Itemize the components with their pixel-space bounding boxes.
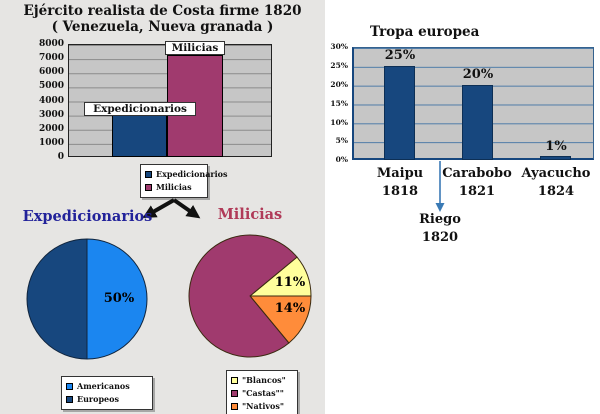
split-arrows-icon [142, 198, 201, 219]
legend-label-castas: "Castas"" [242, 388, 284, 398]
legend-label-americanos: Americanos [77, 381, 130, 391]
legend-label-blancos: "Blancos" [242, 375, 286, 385]
cat-carabobo-name: Carabobo [442, 166, 512, 181]
legend-swatch-navy-icon [145, 171, 152, 178]
cat-maipu-name: Maipu [376, 166, 424, 181]
pie-slice-americanos [86, 238, 148, 360]
pie-slice-castas [188, 234, 298, 358]
legend-item-americanos: Americanos [66, 380, 148, 393]
tropa-chart-title: Tropa europea [370, 24, 480, 40]
legend-item-blancos: "Blancos" [231, 374, 293, 387]
left-chart-ytick-4000: 4000 [38, 96, 64, 106]
pie-milicias-legend: "Blancos" "Castas"" "Nativos" [226, 370, 298, 414]
legend-swatch-magenta-icon [145, 184, 152, 191]
left-chart-title-line1: Ejército realista de Costa firme 1820 [23, 3, 302, 19]
legend-item-europeos: Europeos [66, 393, 148, 406]
bar-value-ayacucho: 1% [545, 139, 567, 154]
left-chart-ytick-3000: 3000 [38, 110, 64, 120]
pie-milicias-14pct-label: 14% [274, 301, 306, 316]
legend-label-expedicionarios: Expedicionarios [156, 169, 228, 179]
pie-milicias-title: Milicias [217, 206, 283, 223]
tropa-ytick-5: 5% [335, 136, 348, 145]
annotation-riego-year: 1820 [421, 230, 459, 245]
left-chart-title-line2: ( Venezuela, Nueva granada ) [51, 19, 274, 35]
tropa-ytick-20: 20% [330, 80, 348, 89]
legend-swatch-darkblue-icon [66, 396, 73, 403]
annotation-riego: Riego [419, 212, 461, 227]
cat-ayacucho-name: Ayacucho [521, 166, 591, 181]
legend-item-milicias: Milicias [145, 181, 203, 194]
left-chart-ytick-6000: 6000 [38, 67, 64, 77]
tropa-ytick-15: 15% [330, 99, 348, 108]
cat-ayacucho-year: 1824 [537, 184, 575, 199]
bar-ayacucho [540, 156, 571, 160]
legend-label-nativos: "Nativos" [242, 401, 285, 411]
legend-swatch-brightblue-icon [66, 383, 73, 390]
pie-milicias-11pct-label: 11% [274, 275, 306, 290]
pie-slice-nativos [248, 295, 312, 344]
pie-expedicionarios-legend: Americanos Europeos [61, 376, 153, 410]
legend-swatch-orange-icon [231, 403, 238, 410]
legend-label-milicias: Milicias [156, 182, 192, 192]
riego-arrow-icon [435, 161, 445, 212]
legend-item-expedicionarios: Expedicionarios [145, 168, 228, 181]
pie-expedicionarios-chart [26, 238, 148, 360]
legend-swatch-maroon-icon [231, 390, 238, 397]
bar-carabobo [462, 85, 493, 160]
left-chart-ytick-1000: 1000 [38, 138, 64, 148]
left-chart-ytick-8000: 8000 [38, 39, 64, 49]
left-chart-ytick-5000: 5000 [38, 81, 64, 91]
tropa-ytick-25: 25% [330, 61, 348, 70]
legend-item-castas: "Castas"" [231, 387, 293, 400]
tropa-ytick-30: 30% [330, 42, 348, 51]
legend-label-europeos: Europeos [77, 394, 119, 404]
legend-item-nativos: "Nativos" [231, 400, 293, 413]
tropa-ytick-10: 10% [330, 118, 348, 127]
legend-swatch-yellow-icon [231, 377, 238, 384]
bar-label-milicias: Milicias [165, 41, 225, 55]
bar-value-maipu: 25% [384, 48, 416, 63]
bar-expedicionarios [112, 115, 167, 157]
left-chart-ytick-7000: 7000 [38, 53, 64, 63]
pie-milicias-chart [188, 234, 312, 358]
tropa-ytick-0: 0% [335, 155, 348, 164]
pie-expedicionarios-title: Expedicionarios [22, 208, 153, 225]
left-chart-ytick-2000: 2000 [38, 124, 64, 134]
bar-value-carabobo: 20% [462, 67, 494, 82]
left-chart-legend: Expedicionarios Milicias [140, 164, 228, 198]
bar-label-expedicionarios: Expedicionarios [84, 102, 196, 116]
left-chart-ytick-0: 0 [57, 152, 64, 162]
pie-expedicionarios-50pct-label: 50% [103, 291, 135, 306]
cat-carabobo-year: 1821 [458, 184, 496, 199]
bar-maipu [384, 66, 415, 160]
pie-slice-europeos [26, 238, 88, 360]
cat-maipu-year: 1818 [381, 184, 419, 199]
